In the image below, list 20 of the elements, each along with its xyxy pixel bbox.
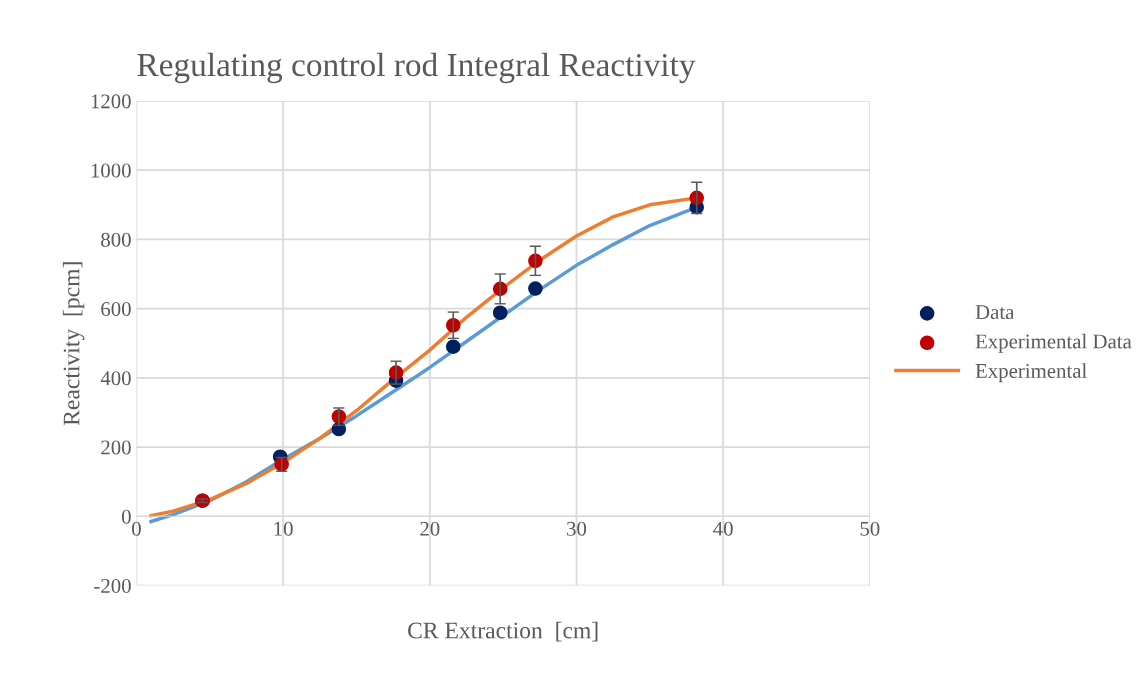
legend-label: Data (975, 305, 1015, 320)
y-tick-label: 600 (101, 301, 131, 317)
y-axis-title: Reactivity [pcm] (62, 262, 85, 426)
x-tick-label: 30 (567, 521, 587, 536)
y-tick-label: 1000 (91, 163, 131, 178)
y-tick-label: 400 (100, 371, 131, 386)
y-tick-label: 200 (101, 440, 131, 455)
x-axis-title: CR Extraction [cm] (408, 621, 598, 642)
chart-title: Regulating control rod Integral Reactivity (137, 52, 696, 84)
x-tick-label: 10 (274, 521, 293, 536)
y-tick-label: 800 (101, 232, 131, 247)
x-tick-label: 0 (132, 521, 141, 536)
x-tick-label: 40 (713, 521, 733, 536)
x-tick-label: 50 (860, 521, 880, 536)
y-tick-label: 1200 (91, 94, 131, 109)
y-tick-label: 0 (121, 509, 131, 524)
x-tick-label: 20 (420, 521, 440, 536)
legend-label: Experimental Data (975, 333, 1132, 353)
legend-label: Experimental (975, 363, 1087, 383)
y-tick-label: -200 (94, 578, 131, 593)
